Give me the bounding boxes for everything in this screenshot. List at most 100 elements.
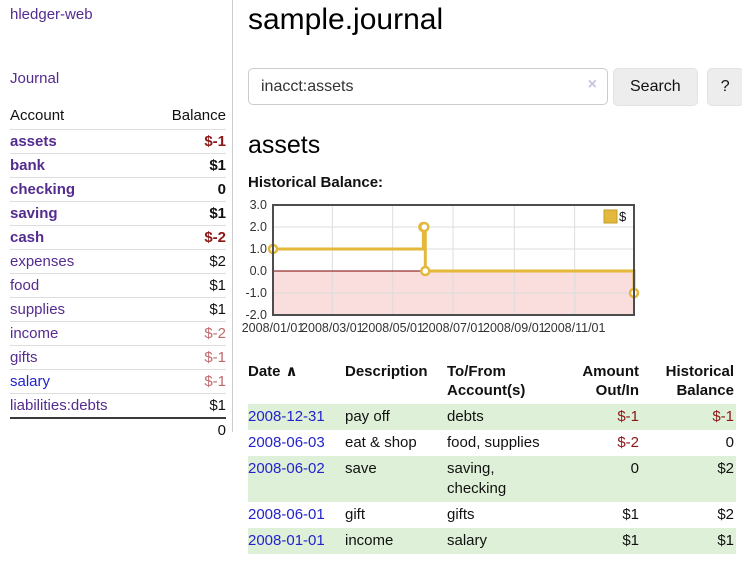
chart-title: Historical Balance: <box>248 174 384 191</box>
app-title-link[interactable]: hledger-web <box>10 6 93 23</box>
transaction-amount: $-2 <box>617 434 639 451</box>
accounts-total-row: 0 <box>10 417 226 442</box>
transaction-amount: $1 <box>622 506 639 523</box>
account-row: checking 0 <box>10 177 226 202</box>
register-header-accounts: To/From Account(s) <box>447 363 526 399</box>
main-content: sample.journal × Search ? assets Histori… <box>233 0 742 554</box>
account-balance: $1 <box>148 297 226 322</box>
transaction-description: income <box>345 532 394 549</box>
account-balance: $1 <box>148 201 226 226</box>
register-header-balance: Historical Balance <box>665 363 734 399</box>
account-balance: $-1 <box>148 129 226 154</box>
account-link[interactable]: expenses <box>10 253 75 270</box>
account-column-header: Account <box>10 107 65 124</box>
x-axis-tick-label: 2008/07/01 <box>422 321 485 335</box>
account-link[interactable]: gifts <box>10 349 38 366</box>
x-axis-tick-label: 2008/01/01 <box>242 321 305 335</box>
transaction-amount: 0 <box>630 460 639 477</box>
transaction-description: pay off <box>345 408 390 425</box>
y-axis-tick-label: -2.0 <box>245 308 267 322</box>
transaction-accounts: salary <box>447 532 488 549</box>
transaction-balance: $2 <box>717 506 734 523</box>
transaction-description: save <box>345 460 377 477</box>
sidebar-divider <box>232 0 233 432</box>
balance-column-header: Balance <box>171 107 226 124</box>
plot-border <box>272 204 635 316</box>
account-row: assets $-1 <box>10 129 226 154</box>
data-point-marker[interactable] <box>420 265 431 277</box>
account-link[interactable]: checking <box>10 181 76 198</box>
account-balance: $-1 <box>148 369 226 394</box>
transaction-description: gift <box>345 506 366 523</box>
account-balance: $-2 <box>148 321 226 346</box>
account-balance: $-2 <box>148 225 226 250</box>
account-row: cash $-2 <box>10 225 226 250</box>
page-title: sample.journal <box>248 3 444 36</box>
register-row: 2008-06-03 eat & shop food, supplies $-2 0 <box>248 430 736 456</box>
account-link[interactable]: assets <box>10 133 57 150</box>
account-heading: assets <box>248 131 321 159</box>
account-balance: $-1 <box>148 345 226 370</box>
transaction-accounts: food, supplies <box>447 434 540 451</box>
account-row: supplies $1 <box>10 297 226 322</box>
account-balance: $1 <box>148 273 226 298</box>
account-link[interactable]: supplies <box>10 301 66 318</box>
account-row: bank $1 <box>10 153 226 178</box>
journal-nav-link[interactable]: Journal <box>10 70 60 87</box>
search-input[interactable] <box>248 68 608 105</box>
search-button[interactable]: Search <box>613 68 698 106</box>
account-balance: $1 <box>148 393 226 418</box>
x-axis-tick-label: 2008/03/01 <box>301 321 364 335</box>
x-axis-tick-label: 2008/05/01 <box>361 321 424 335</box>
search-form: × Search ? <box>248 68 742 106</box>
account-row: expenses $2 <box>10 249 226 274</box>
account-link[interactable]: cash <box>10 229 45 246</box>
transaction-date-link[interactable]: 2008-06-01 <box>248 506 325 523</box>
register-header-description: Description <box>345 363 428 380</box>
chart-canvas[interactable]: $3.0 2.0 1.0 0.0 -1.0 -2.02008/01/012008/03/0… <box>242 197 742 339</box>
legend-swatch-icon <box>603 209 618 224</box>
transaction-balance: $2 <box>717 460 734 477</box>
transaction-date-link[interactable]: 2008-06-03 <box>248 434 325 451</box>
transaction-amount: $1 <box>622 532 639 549</box>
register-row: 2008-01-01 income salary $1 $1 <box>248 528 736 554</box>
register-header-amount: Amount Out/In <box>582 363 639 399</box>
transaction-date-link[interactable]: 2008-01-01 <box>248 532 325 549</box>
y-axis-tick-label: -1.0 <box>245 286 267 300</box>
register-row: 2008-12-31 pay off debts $-1 $-1 <box>248 404 736 430</box>
historical-balance-chart[interactable]: $3.0 2.0 1.0 0.0 -1.0 -2.0 2008/01/01 2008/03/0… <box>242 197 742 339</box>
y-axis-tick-label: 3.0 <box>250 198 267 212</box>
transaction-date-link[interactable]: 2008-12-31 <box>248 408 325 425</box>
help-button[interactable]: ? <box>706 68 742 106</box>
account-balance: $2 <box>148 249 226 274</box>
account-link[interactable]: income <box>10 325 59 342</box>
register-table: Date ∧ Description To/From Account(s) Amo… <box>248 360 736 554</box>
account-link[interactable]: bank <box>10 157 46 174</box>
y-axis-tick-label: 1.0 <box>250 242 267 256</box>
register-row: 2008-06-01 gift gifts $1 $2 <box>248 502 736 528</box>
account-balance: 0 <box>148 177 226 202</box>
account-row: salary $-1 <box>10 369 226 394</box>
transaction-accounts: gifts <box>447 506 475 523</box>
transaction-balance: $1 <box>717 532 734 549</box>
data-point-marker[interactable] <box>419 221 430 233</box>
x-axis-tick-label: 2008/11/01 <box>544 321 606 335</box>
transaction-balance: $-1 <box>712 408 734 425</box>
transaction-date-link[interactable]: 2008-06-02 <box>248 460 325 477</box>
sidebar: hledger-web Journal Account Balance asse… <box>0 0 232 442</box>
y-axis-tick-label: 2.0 <box>250 220 267 234</box>
account-link[interactable]: liabilities:debts <box>10 397 108 414</box>
account-link[interactable]: salary <box>10 373 51 390</box>
account-row: food $1 <box>10 273 226 298</box>
x-axis-tick-label: 2008/09/01 <box>483 321 546 335</box>
register-header-date[interactable]: Date ∧ <box>248 363 298 380</box>
register-row: 2008-06-02 save saving, checking 0 $2 <box>248 456 736 502</box>
account-link[interactable]: food <box>10 277 40 294</box>
account-row: saving $1 <box>10 201 226 226</box>
transaction-balance: 0 <box>725 434 734 451</box>
account-link[interactable]: saving <box>10 205 58 222</box>
account-row: liabilities:debts $1 <box>10 393 226 418</box>
transaction-accounts: saving, checking <box>447 460 507 497</box>
clear-search-icon[interactable]: × <box>587 76 597 93</box>
sort-ascending-icon: ∧ <box>285 363 298 380</box>
